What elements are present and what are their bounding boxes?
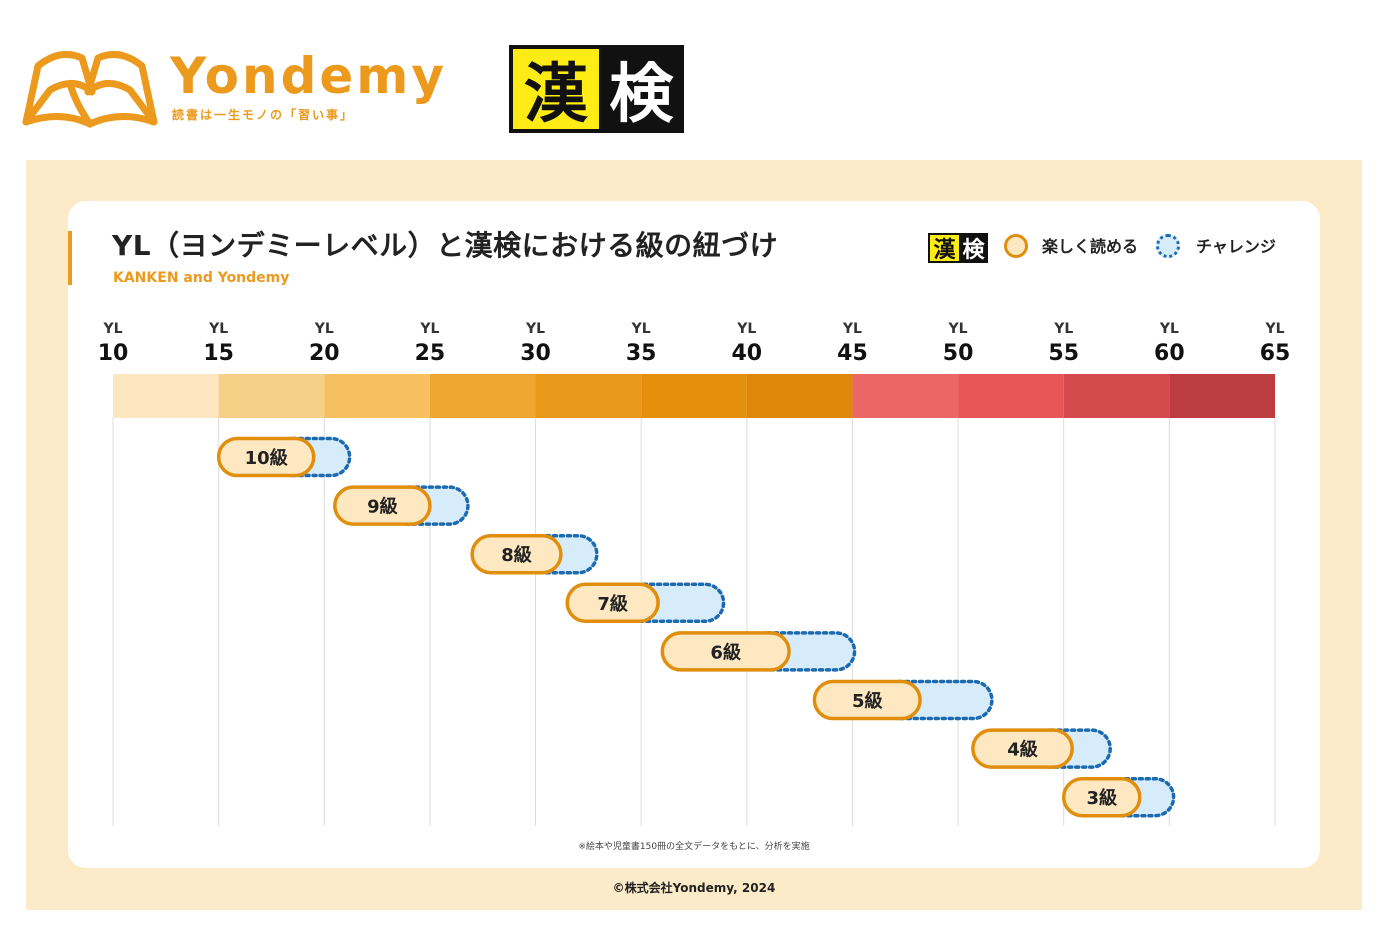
grade-8-kyu-label: 8級 — [501, 544, 532, 566]
level-band-yl-40 — [746, 374, 853, 418]
grade-6-kyu-easy-bar — [660, 631, 791, 672]
tick-prefix-yl-15: YL — [208, 321, 228, 337]
tick-prefix-yl-10: YL — [102, 321, 122, 337]
tick-prefix-yl-40: YL — [736, 321, 756, 337]
level-band-yl-30 — [535, 374, 642, 418]
kanken-logo-char-2: 検 — [609, 57, 674, 132]
grade-4-kyu-label: 4級 — [1007, 739, 1038, 761]
tick-label-yl-40: 40 — [732, 341, 763, 366]
grade-8-kyu-easy-bar — [470, 533, 563, 575]
grade-10-kyu-easy-bar — [216, 436, 316, 478]
grade-9-kyu-easy-bar — [333, 485, 432, 526]
tick-prefix-yl-35: YL — [631, 321, 651, 337]
brand-tagline: 読書は一生モノの「習い事」 — [172, 108, 355, 122]
legend-easy-label: 楽しく読める — [1042, 237, 1139, 256]
level-band-yl-55 — [1063, 374, 1170, 418]
header: Yondemy 読書は一生モノの「習い事」 漢 検 — [0, 0, 1390, 150]
tick-label-yl-65: 65 — [1260, 341, 1291, 366]
level-band-yl-15 — [218, 374, 325, 418]
level-band-yl-45 — [852, 374, 959, 418]
open-book-icon — [22, 50, 158, 128]
kanken-logo-char-1: 漢 — [513, 49, 599, 132]
grade-6-kyu-label: 6級 — [710, 641, 741, 663]
legend-logo-char-1: 漢 — [930, 235, 959, 263]
tick-label-yl-45: 45 — [837, 341, 868, 366]
tick-label-yl-35: 35 — [626, 341, 657, 366]
tick-prefix-yl-50: YL — [948, 321, 968, 337]
grade-7-kyu-label: 7級 — [597, 593, 628, 615]
grade-4-kyu-easy-bar — [971, 728, 1074, 769]
yondemy-logo: Yondemy 読書は一生モノの「習い事」 — [20, 44, 480, 134]
legend-challenge-label: チャレンジ — [1196, 237, 1276, 256]
tick-prefix-yl-55: YL — [1053, 321, 1073, 337]
tick-prefix-yl-25: YL — [419, 321, 439, 337]
tick-label-yl-30: 30 — [520, 341, 551, 366]
legend-kanken-logo: 漢 検 — [928, 233, 988, 263]
tick-prefix-yl-20: YL — [314, 321, 334, 337]
outer-panel: YL（ヨンデミーレベル）と漢検における級の紐づけ KANKEN and Yond… — [26, 160, 1362, 910]
level-band-yl-50 — [958, 374, 1064, 418]
tick-label-yl-50: 50 — [943, 341, 974, 366]
brand-name: Yondemy — [170, 47, 447, 105]
tick-label-yl-60: 60 — [1154, 341, 1185, 366]
level-band-yl-35 — [641, 374, 747, 418]
tick-label-yl-15: 15 — [203, 341, 234, 366]
legend-logo-char-2: 検 — [962, 237, 985, 263]
chart-card: YL（ヨンデミーレベル）と漢検における級の紐づけ KANKEN and Yond… — [68, 201, 1320, 868]
tick-label-yl-20: 20 — [309, 341, 340, 366]
legend-challenge-swatch — [1156, 234, 1180, 258]
chart-subtitle: KANKEN and Yondemy — [113, 270, 290, 286]
tick-label-yl-55: 55 — [1048, 341, 1079, 366]
legend-easy-swatch — [1004, 234, 1028, 258]
tick-prefix-yl-45: YL — [842, 321, 862, 337]
level-band-yl-60 — [1169, 374, 1275, 418]
legend: 漢 検 楽しく読める チャレンジ — [928, 233, 1308, 263]
chart-title: YL（ヨンデミーレベル）と漢検における級の紐づけ — [112, 229, 779, 262]
tick-label-yl-10: 10 — [98, 341, 129, 366]
grade-3-kyu-easy-bar — [1061, 776, 1142, 818]
level-band-yl-25 — [429, 374, 536, 418]
title-accent-bar — [68, 231, 72, 285]
grade-7-kyu-easy-bar — [565, 582, 660, 624]
kanken-logo: 漢 検 — [509, 45, 684, 133]
footnote: ※絵本や児童書150冊の全文データをもとに、分析を実施 — [578, 842, 810, 852]
copyright: ©株式会社Yondemy, 2024 — [612, 881, 776, 895]
chart-plot: YL 10 YL 15 YL 20 YL 25 YL 30 YL 35 YL 40 YL 45 YL 50 YL 55… — [98, 321, 1291, 826]
grade-5-kyu-label: 5級 — [852, 690, 883, 712]
grade-9-kyu-label: 9級 — [367, 496, 398, 518]
level-band-yl-10 — [113, 374, 219, 418]
tick-prefix-yl-65: YL — [1264, 321, 1284, 337]
tick-prefix-yl-30: YL — [525, 321, 545, 337]
level-band-yl-20 — [324, 374, 430, 418]
tick-prefix-yl-60: YL — [1159, 321, 1179, 337]
grade-5-kyu-easy-bar — [812, 679, 922, 721]
grade-3-kyu-label: 3級 — [1086, 787, 1117, 809]
grade-10-kyu-label: 10級 — [245, 447, 288, 469]
tick-label-yl-25: 25 — [415, 341, 446, 366]
